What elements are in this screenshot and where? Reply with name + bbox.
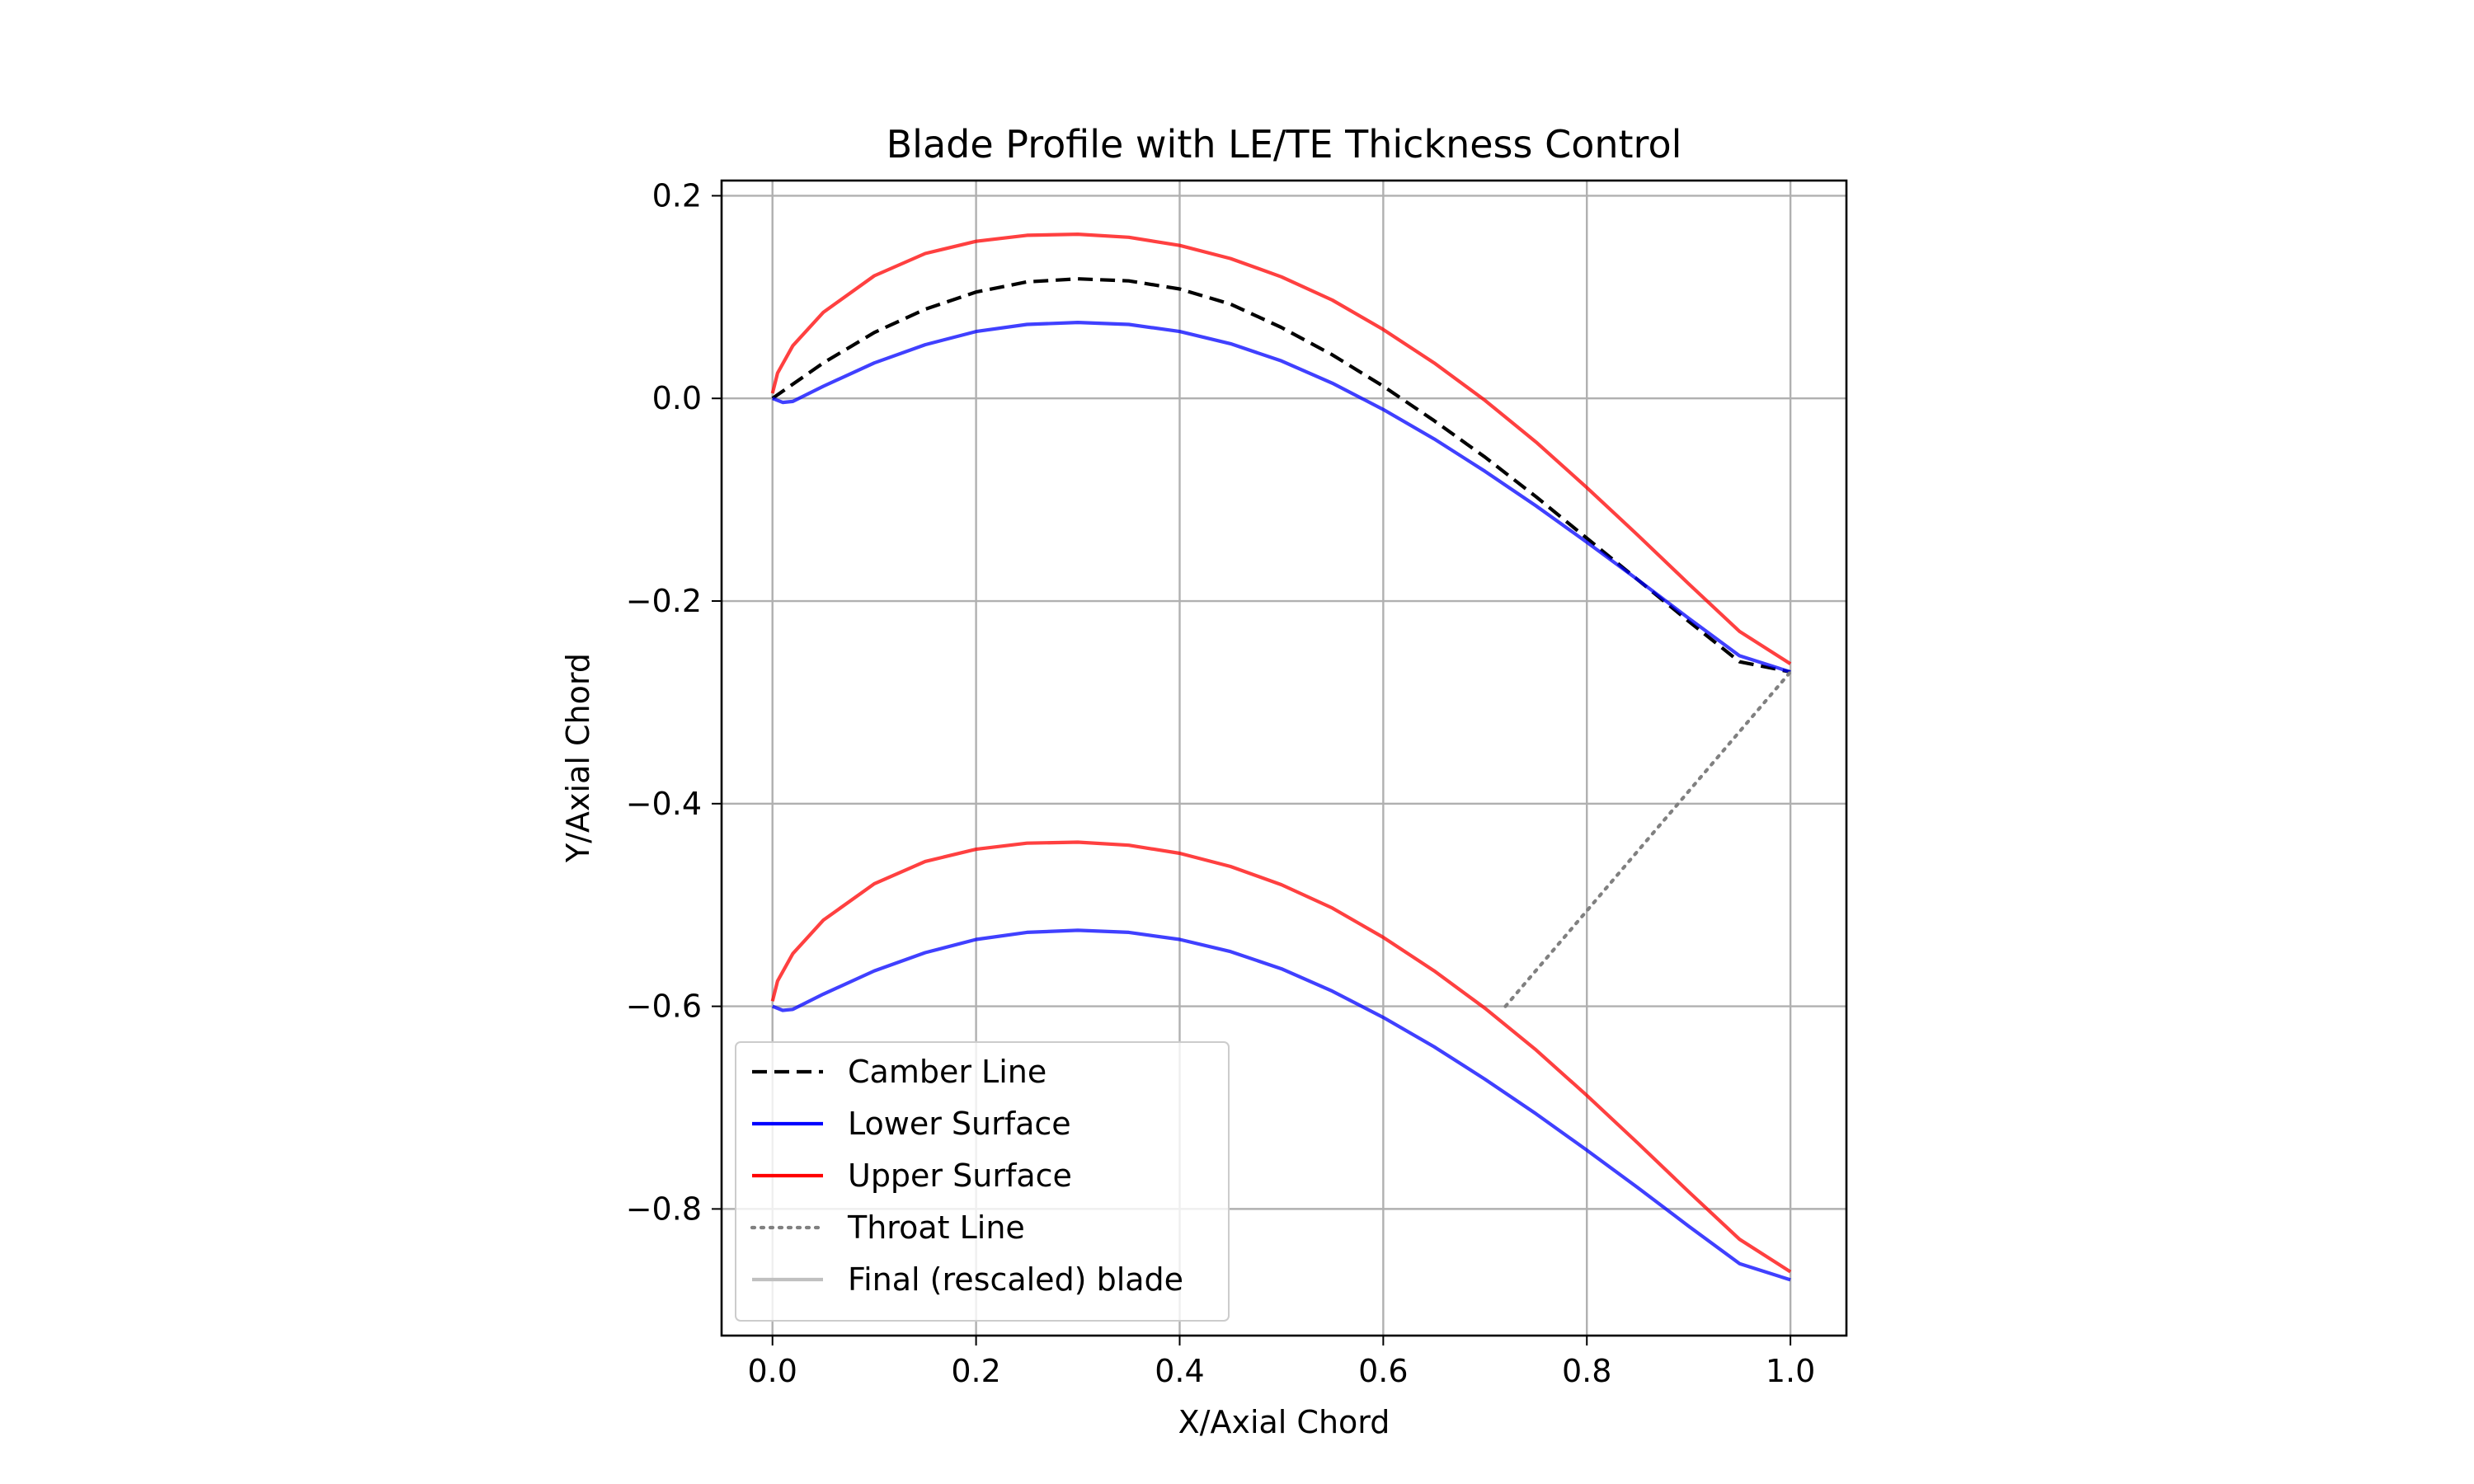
y-tick-label: −0.6 bbox=[626, 989, 702, 1025]
y-tick-label: −0.2 bbox=[626, 583, 702, 619]
y-tick-label: −0.4 bbox=[626, 786, 702, 822]
x-tick-label: 0.4 bbox=[1155, 1353, 1204, 1389]
upper-surface-line bbox=[770, 232, 1792, 665]
lower-surface-line-blade-2 bbox=[771, 928, 1791, 1282]
throat-line bbox=[1503, 669, 1793, 1008]
chart-title: Blade Profile with LE/TE Thickness Contr… bbox=[887, 122, 1682, 167]
legend: Camber Line Lower Surface Upper Surface Thr… bbox=[735, 1041, 1230, 1322]
legend-box bbox=[735, 1041, 1230, 1322]
legend-label: Throat Line bbox=[847, 1209, 1025, 1246]
x-tick-label: 0.0 bbox=[748, 1353, 797, 1389]
x-tick-label: 1.0 bbox=[1766, 1353, 1815, 1389]
y-tick-label: 0.0 bbox=[652, 380, 702, 416]
series-layer bbox=[770, 232, 1793, 1282]
plot-frame bbox=[720, 179, 1848, 1337]
legend-label: Camber Line bbox=[848, 1054, 1047, 1090]
lower-surface-line bbox=[771, 321, 1791, 674]
x-tick-label: 0.8 bbox=[1562, 1353, 1611, 1389]
x-tick-label: 0.6 bbox=[1358, 1353, 1408, 1389]
legend-label: Upper Surface bbox=[848, 1158, 1072, 1194]
y-tick-label: 0.2 bbox=[652, 177, 702, 214]
legend-label: Final (rescaled) blade bbox=[848, 1261, 1183, 1298]
y-tick-label: −0.8 bbox=[626, 1190, 702, 1227]
x-tick-label: 0.2 bbox=[951, 1353, 1000, 1389]
legend-label: Lower Surface bbox=[848, 1106, 1071, 1142]
upper-surface-line-blade-2 bbox=[770, 840, 1792, 1274]
y-axis-label: Y/Axial Chord bbox=[560, 653, 596, 863]
x-axis-label: X/Axial Chord bbox=[1178, 1404, 1390, 1440]
tick-layer: 0.0 0.2 0.4 0.6 0.8 1.0 0.2 0.0 −0.2 −0.4 −0.6 −0.8 bbox=[626, 177, 1816, 1389]
